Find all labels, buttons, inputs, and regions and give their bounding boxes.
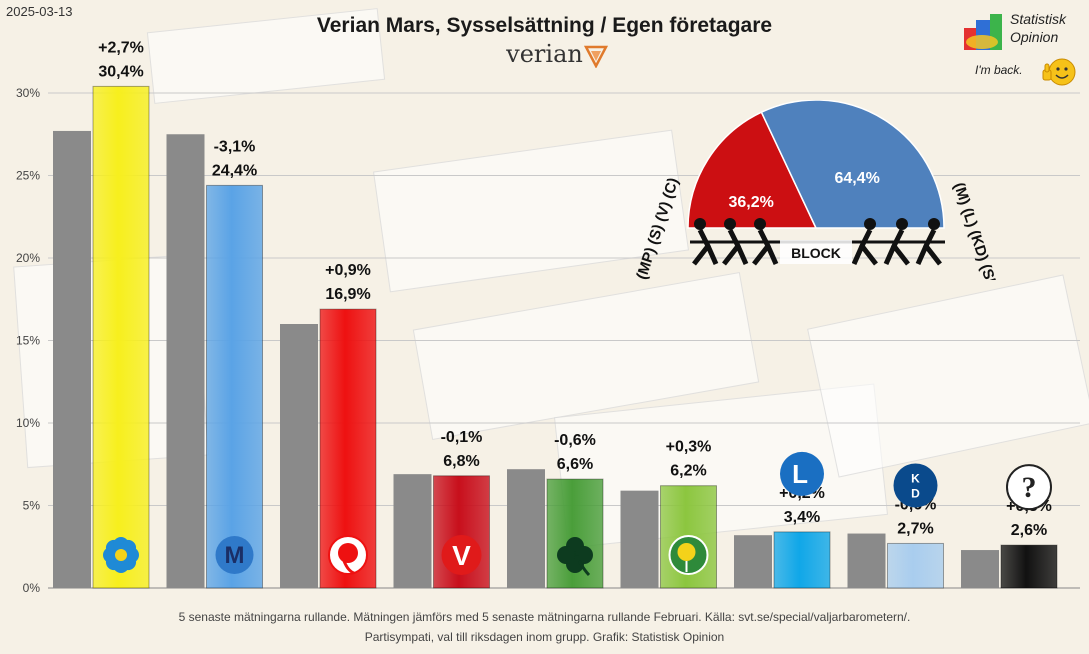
svg-text:?: ? [1022, 471, 1037, 504]
s-rose-icon [328, 535, 368, 575]
current-bar-l [773, 531, 831, 589]
value-label: 2,6% [1011, 522, 1047, 539]
value-label: 24,4% [212, 162, 257, 179]
current-bar-m [206, 184, 263, 589]
value-label: 3,4% [784, 509, 820, 526]
m-logo-icon: M [215, 536, 254, 574]
kd-logo-icon: KD [893, 463, 938, 508]
current-bar-sd [92, 85, 150, 589]
y-tick-label: 25% [16, 169, 40, 183]
pie-slice-1 [760, 100, 945, 229]
tagline: I'm back. [975, 63, 1023, 77]
statistisk-opinion-logo-icon [964, 14, 1002, 50]
previous-bar-mp [620, 490, 659, 588]
pie-slice-0 [687, 111, 818, 229]
svg-text:M: M [225, 542, 245, 569]
previous-bar-c [507, 469, 545, 588]
verian-logo-icon [584, 45, 608, 68]
svg-text:D: D [911, 486, 920, 500]
y-tick-label: 5% [23, 499, 41, 513]
c-clover-icon [557, 537, 593, 577]
tug-of-war-icon [690, 218, 945, 266]
y-tick-label: 10% [16, 416, 40, 430]
thumbs-up-smiley-icon [1042, 58, 1076, 86]
previous-bar-l [734, 535, 772, 588]
change-label: +0,9% [325, 262, 371, 279]
y-tick-label: 0% [23, 581, 41, 595]
current-bar-kd [887, 542, 944, 589]
change-label: +2,7% [98, 39, 144, 56]
question-icon: ? [1006, 464, 1052, 511]
current-bar-övriga [1000, 544, 1058, 589]
change-label: -0,1% [441, 429, 483, 446]
chart-date: 2025-03-13 [6, 4, 73, 19]
value-label: 2,7% [897, 520, 933, 537]
pie-label-right-block: (M) (L) (KD) (SD) [950, 181, 1002, 280]
statistisk-opinion-name: Statistisk Opinion [1010, 11, 1067, 45]
y-tick-label: 15% [16, 334, 40, 348]
l-logo-icon: L [780, 451, 824, 496]
pie-value-label: 64,4% [834, 170, 879, 187]
change-label: -0,6% [554, 432, 596, 449]
pie-label-left-block: (MP) (S) (V) (C) [633, 176, 682, 280]
sd-flower-icon [103, 537, 139, 573]
change-label: +0,3% [666, 439, 712, 456]
value-label: 6,2% [670, 463, 706, 480]
value-label: 30,4% [98, 63, 143, 80]
previous-bar-sd [53, 130, 91, 588]
svg-text:L: L [792, 459, 808, 489]
value-label: 16,9% [325, 286, 370, 303]
previous-bar-s [280, 324, 318, 588]
block-pie-chart: 36,2% 64,4% (MP) (S) (V) (C) (M) (L) (KD) (… [633, 100, 1002, 280]
v-logo-icon: V [441, 535, 482, 575]
value-label: 6,6% [557, 456, 593, 473]
previous-bar-kd [847, 533, 886, 588]
pie-caption: BLOCK [791, 245, 841, 261]
previous-bar-v [393, 474, 432, 588]
chart-title: Verian Mars, Sysselsättning / Egen föret… [316, 14, 773, 37]
footnote-source: 5 senaste mätningarna rullande. Mätninge… [178, 610, 911, 624]
y-tick-label: 30% [16, 86, 40, 100]
footnote-credit: Partisympati, val till riksdagen inom gr… [364, 630, 725, 644]
previous-bar-övriga [961, 550, 999, 588]
mp-dandelion-icon [668, 535, 709, 575]
value-label: 6,8% [443, 453, 479, 470]
previous-bar-m [166, 134, 205, 588]
change-label: -3,1% [214, 138, 256, 155]
pie-value-label: 36,2% [728, 194, 773, 211]
brand-wordmark: verian [506, 40, 583, 68]
svg-text:K: K [911, 471, 920, 485]
y-tick-label: 20% [16, 251, 40, 265]
svg-text:V: V [452, 540, 471, 571]
